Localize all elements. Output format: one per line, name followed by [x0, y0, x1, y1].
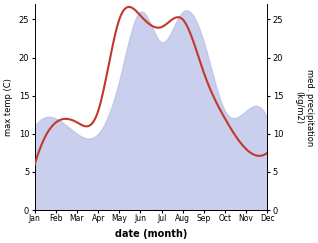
Y-axis label: max temp (C): max temp (C): [4, 78, 13, 136]
X-axis label: date (month): date (month): [115, 229, 187, 239]
Y-axis label: med. precipitation
(kg/m2): med. precipitation (kg/m2): [294, 69, 314, 146]
